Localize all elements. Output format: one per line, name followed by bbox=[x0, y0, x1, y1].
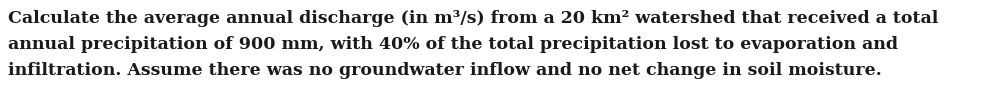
Text: Calculate the average annual discharge (in m³/s) from a 20 km² watershed that re: Calculate the average annual discharge (… bbox=[8, 10, 939, 27]
Text: annual precipitation of 900 mm, with 40% of the total precipitation lost to evap: annual precipitation of 900 mm, with 40%… bbox=[8, 36, 898, 53]
Text: infiltration. Assume there was no groundwater inflow and no net change in soil m: infiltration. Assume there was no ground… bbox=[8, 62, 882, 79]
